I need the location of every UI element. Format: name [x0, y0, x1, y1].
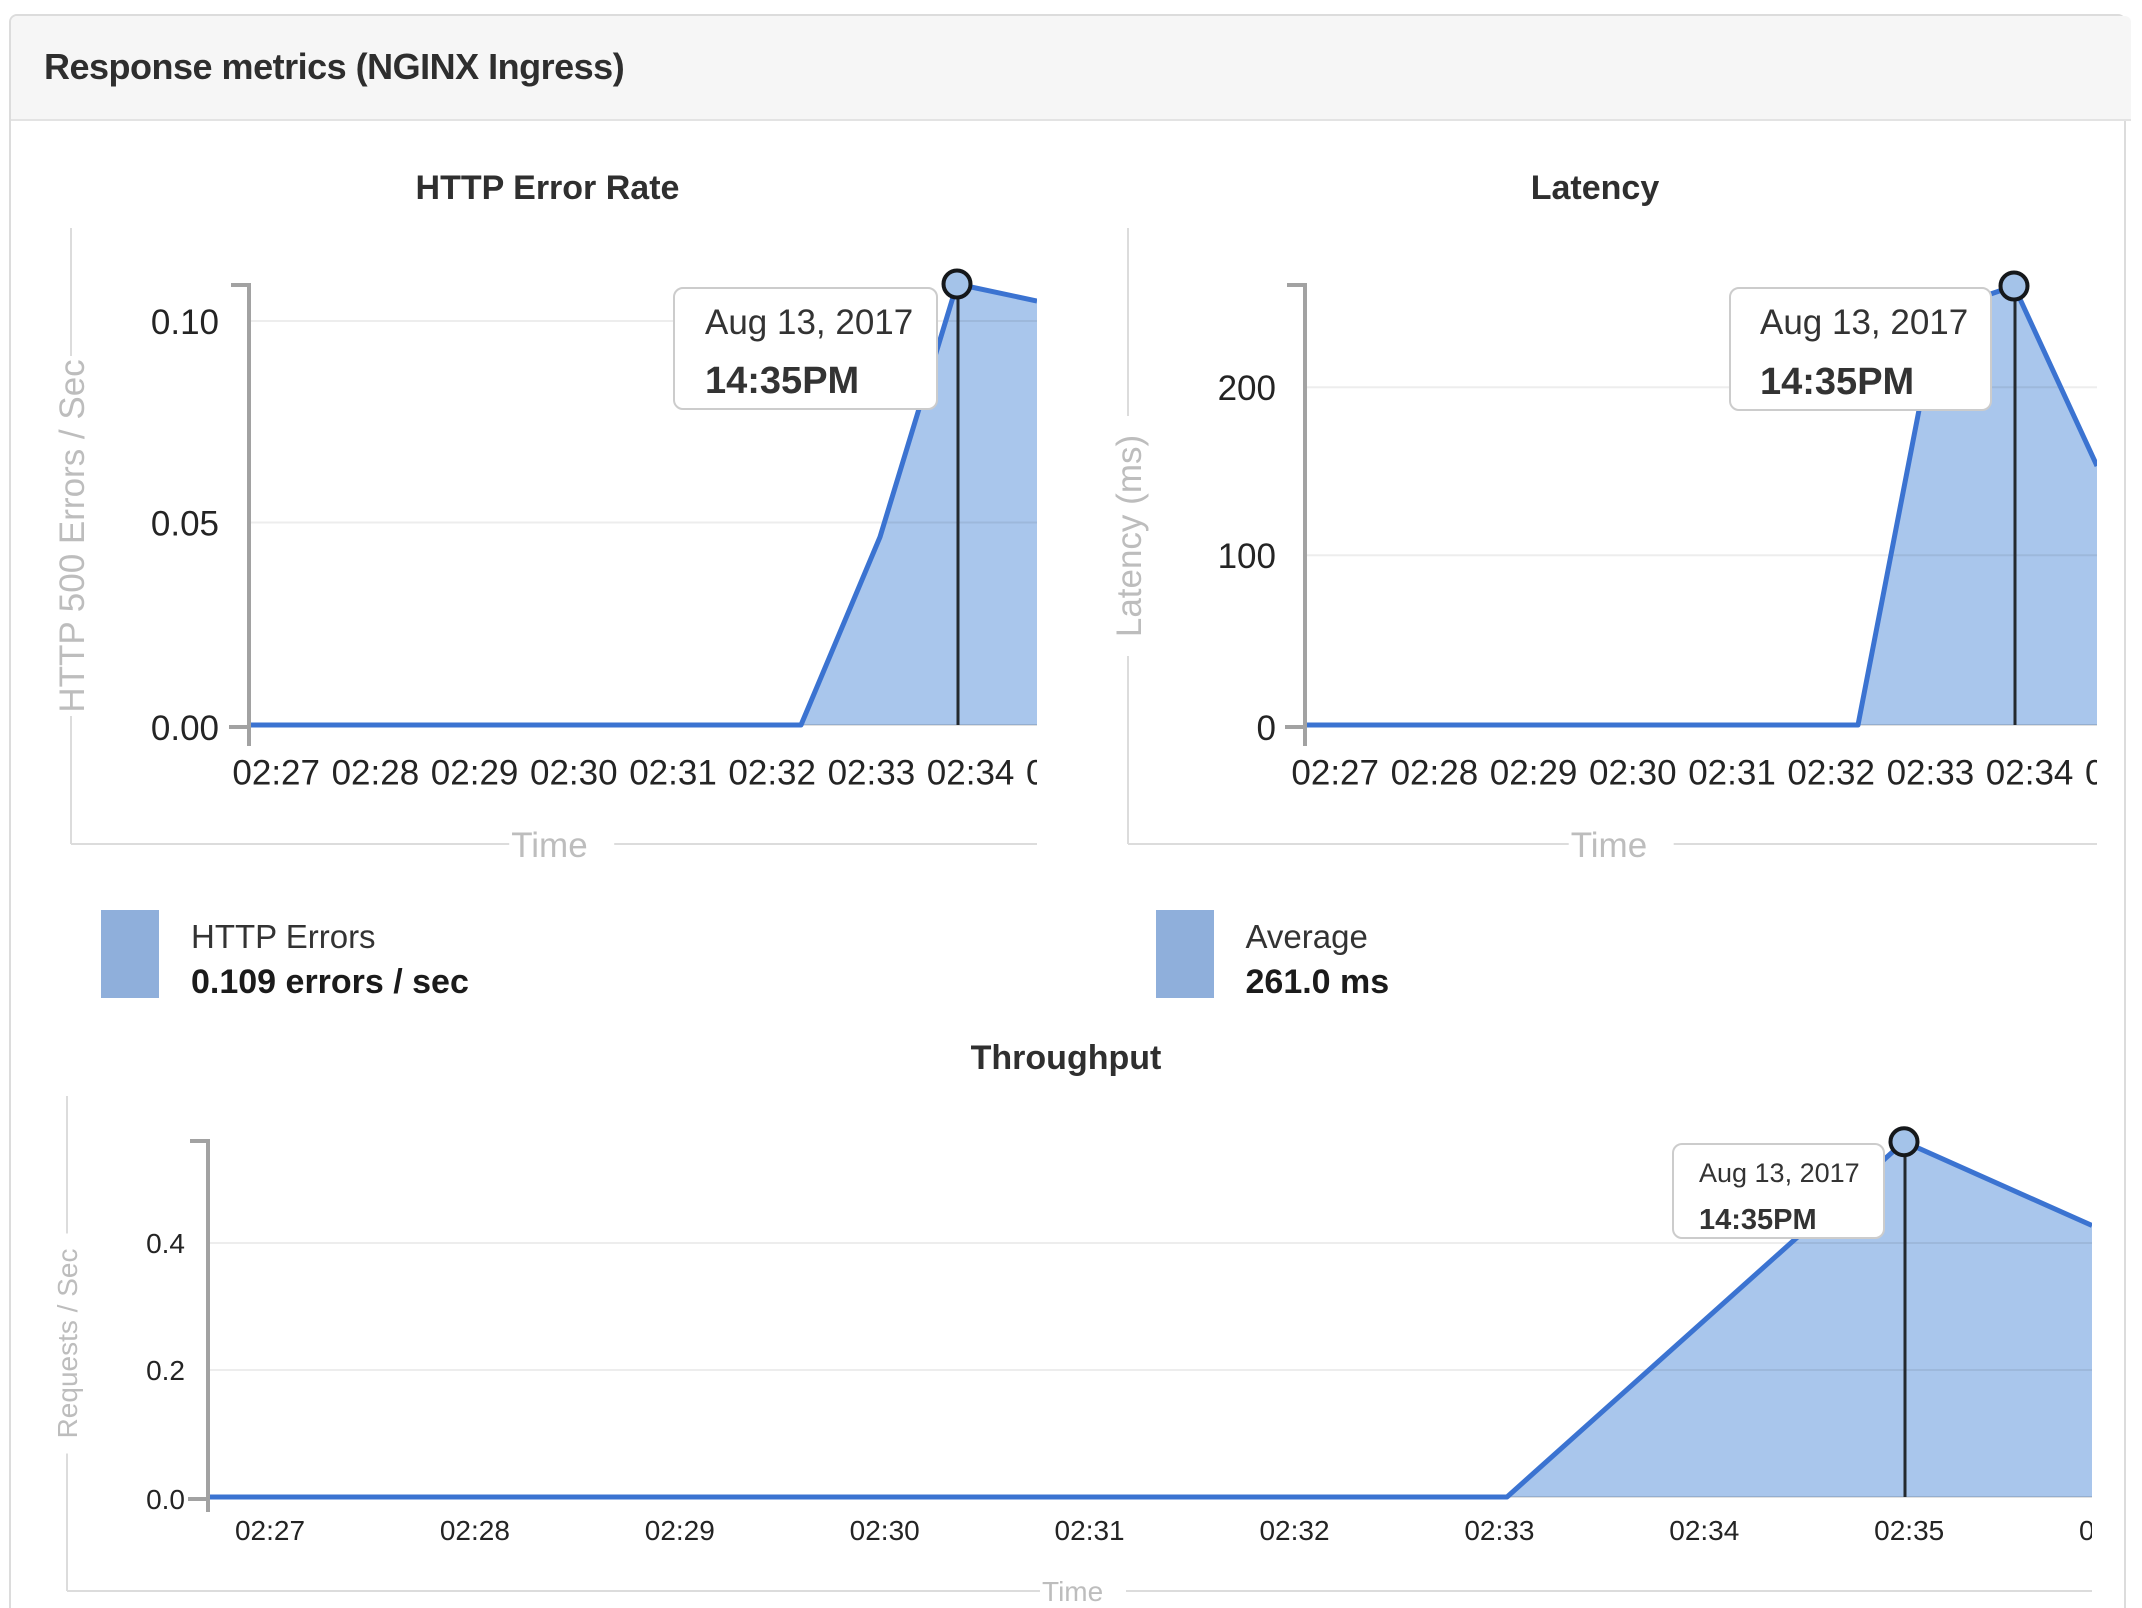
svg-text:02:33: 02:33 [828, 753, 916, 792]
svg-text:02:34: 02:34 [1669, 1515, 1739, 1546]
svg-text:02:27: 02:27 [1291, 753, 1379, 792]
svg-text:02:33: 02:33 [1887, 753, 1975, 792]
svg-text:02:33: 02:33 [1464, 1515, 1534, 1546]
svg-text:02:28: 02:28 [1391, 753, 1479, 792]
svg-text:02:32: 02:32 [728, 753, 816, 792]
svg-text:02:29: 02:29 [431, 753, 519, 792]
svg-text:02:35: 02:35 [2085, 753, 2097, 792]
svg-text:02:35: 02:35 [1874, 1515, 1944, 1546]
svg-text:02:31: 02:31 [1688, 753, 1776, 792]
svg-text:02:29: 02:29 [645, 1515, 715, 1546]
svg-text:02:28: 02:28 [332, 753, 420, 792]
svg-text:0.2: 0.2 [146, 1355, 185, 1386]
svg-text:Time: Time [511, 826, 587, 865]
svg-text:HTTP 500 Errors / Sec: HTTP 500 Errors / Sec [53, 359, 92, 712]
svg-text:02:36: 02:36 [2079, 1515, 2092, 1546]
svg-text:Requests / Sec: Requests / Sec [52, 1249, 83, 1439]
svg-text:02:27: 02:27 [232, 753, 320, 792]
svg-text:02:34: 02:34 [927, 753, 1015, 792]
svg-text:02:28: 02:28 [440, 1515, 510, 1546]
svg-text:02:30: 02:30 [1589, 753, 1677, 792]
svg-text:Latency (ms): Latency (ms) [1110, 435, 1149, 637]
svg-text:0: 0 [1257, 709, 1276, 748]
svg-text:0.00: 0.00 [151, 709, 219, 748]
svg-text:02:31: 02:31 [629, 753, 717, 792]
svg-text:200: 200 [1218, 369, 1276, 408]
svg-text:02:32: 02:32 [1787, 753, 1875, 792]
svg-text:02:31: 02:31 [1055, 1515, 1125, 1546]
svg-text:02:35: 02:35 [1026, 753, 1037, 792]
svg-text:02:32: 02:32 [1259, 1515, 1329, 1546]
svg-text:0.05: 0.05 [151, 504, 219, 543]
svg-text:02:34: 02:34 [1986, 753, 2074, 792]
svg-text:02:30: 02:30 [530, 753, 618, 792]
svg-text:0.4: 0.4 [146, 1228, 185, 1259]
svg-text:02:30: 02:30 [850, 1515, 920, 1546]
svg-text:02:29: 02:29 [1490, 753, 1578, 792]
svg-text:02:27: 02:27 [235, 1515, 305, 1546]
svg-text:100: 100 [1218, 537, 1276, 576]
svg-text:Time: Time [1571, 826, 1647, 865]
svg-text:0.0: 0.0 [146, 1484, 185, 1515]
svg-text:0.10: 0.10 [151, 303, 219, 342]
svg-text:Time: Time [1042, 1576, 1103, 1607]
